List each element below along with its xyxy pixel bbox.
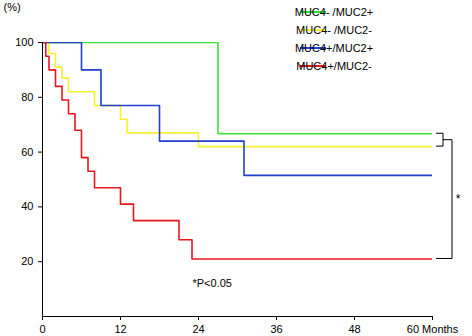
svg-text:20: 20 [21,255,33,267]
svg-text:100: 100 [15,36,33,48]
svg-text:60: 60 [21,146,33,158]
svg-text:*P<0.05: *P<0.05 [193,277,232,289]
svg-text:24: 24 [192,323,204,335]
svg-text:0: 0 [39,323,45,335]
svg-text:MUC4+/MUC2+: MUC4+/MUC2+ [295,42,373,54]
svg-text:36: 36 [270,323,282,335]
svg-text:48: 48 [348,323,360,335]
svg-text:60 Months: 60 Months [407,323,459,335]
svg-text:MUC4- /MUC2+: MUC4- /MUC2+ [295,6,374,18]
svg-text:12: 12 [114,323,126,335]
svg-text:(%): (%) [4,1,21,13]
svg-text:40: 40 [21,200,33,212]
svg-text:80: 80 [21,91,33,103]
svg-text:MUC4- /MUC2-: MUC4- /MUC2- [296,24,372,36]
svg-text:MUC4+/MUC2-: MUC4+/MUC2- [296,60,372,72]
svg-text:*: * [456,192,461,206]
